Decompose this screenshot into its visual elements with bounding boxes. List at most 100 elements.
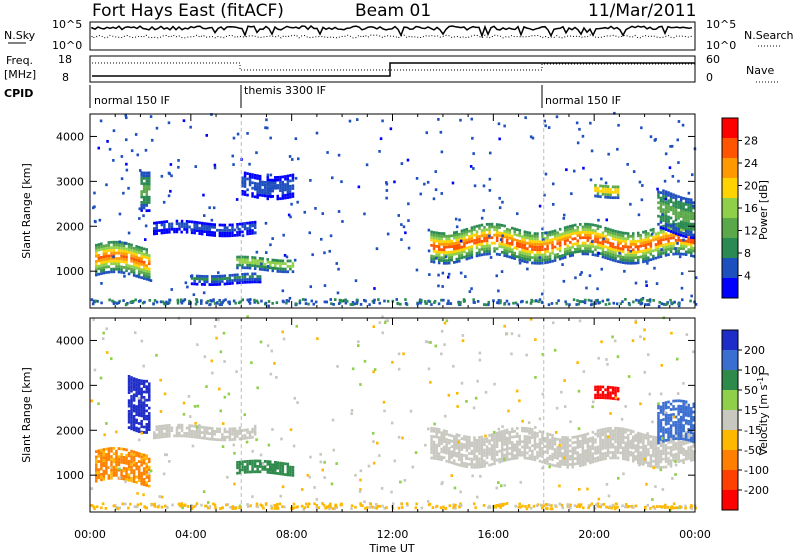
heatmap-cell xyxy=(657,412,660,415)
heatmap-cell xyxy=(112,300,115,304)
heatmap-cell xyxy=(533,458,537,462)
heatmap-cell xyxy=(646,432,649,435)
heatmap-cell xyxy=(153,227,156,230)
heatmap-cell xyxy=(137,405,141,409)
heatmap-cell xyxy=(511,234,514,238)
heatmap-cell xyxy=(541,392,545,396)
heatmap-cell xyxy=(478,441,481,445)
heatmap-cell xyxy=(152,302,155,306)
heatmap-cell xyxy=(110,249,113,252)
heatmap-cell xyxy=(142,271,146,275)
heatmap-cell xyxy=(586,446,590,449)
heatmap-cell xyxy=(584,449,587,453)
heatmap-cell xyxy=(596,434,600,438)
heatmap-cell xyxy=(498,449,501,453)
heatmap-cell xyxy=(350,507,353,510)
heatmap-cell xyxy=(328,249,332,253)
heatmap-cell xyxy=(621,441,625,444)
heatmap-cell xyxy=(115,257,118,260)
heatmap-cell xyxy=(672,413,675,416)
heatmap-cell xyxy=(203,275,206,278)
heatmap-cell xyxy=(682,218,685,222)
heatmap-cell xyxy=(571,441,575,445)
heatmap-cell xyxy=(173,434,176,438)
heatmap-cell xyxy=(480,242,484,246)
heatmap-cell xyxy=(232,163,235,166)
heatmap-cell xyxy=(533,234,537,238)
heatmap-cell xyxy=(248,266,252,270)
heatmap-cell xyxy=(586,247,590,250)
heatmap-cell xyxy=(596,192,600,196)
heatmap-cell xyxy=(243,465,247,469)
heatmap-cell xyxy=(687,219,690,223)
heatmap-cell xyxy=(632,441,635,444)
heatmap-cell xyxy=(261,257,264,261)
heatmap-cell xyxy=(135,464,138,468)
heatmap-cell xyxy=(684,432,688,436)
heatmap-cell xyxy=(692,424,696,427)
heatmap-cell xyxy=(248,175,252,179)
heatmap-cell xyxy=(117,249,121,252)
heatmap-cell xyxy=(265,118,268,122)
heatmap-cell xyxy=(599,195,602,199)
heatmap-cell xyxy=(674,229,678,233)
heatmap-cell xyxy=(548,457,552,461)
heatmap-cell xyxy=(614,440,617,444)
heatmap-cell xyxy=(564,300,567,304)
heatmap-cell xyxy=(626,256,630,260)
heatmap-cell xyxy=(130,414,133,417)
heatmap-cell xyxy=(651,498,654,501)
colorbar-swatch xyxy=(722,118,738,138)
heatmap-cell xyxy=(649,462,653,465)
heatmap-cell xyxy=(456,405,459,408)
heatmap-cell xyxy=(271,237,274,240)
heatmap-cell xyxy=(442,445,446,449)
heatmap-cell xyxy=(455,244,459,248)
heatmap-cell xyxy=(659,408,663,412)
heatmap-cell xyxy=(115,449,118,453)
heatmap-cell xyxy=(269,192,272,195)
heatmap-cell xyxy=(581,450,585,453)
heatmap-cell xyxy=(165,424,169,427)
heatmap-cell xyxy=(168,230,171,234)
heatmap-cell xyxy=(145,385,149,389)
heatmap-cell xyxy=(547,303,551,307)
heatmap-cell xyxy=(142,201,146,204)
heatmap-cell xyxy=(601,190,605,193)
heatmap-cell xyxy=(183,503,187,507)
heatmap-cell xyxy=(190,507,194,510)
heatmap-cell xyxy=(626,442,630,445)
heatmap-cell xyxy=(176,301,180,305)
heatmap-cell xyxy=(351,303,354,306)
heatmap-cell xyxy=(536,432,539,435)
heatmap-cell xyxy=(677,120,681,123)
heatmap-cell xyxy=(177,159,180,162)
heatmap-cell xyxy=(430,238,433,242)
heatmap-cell xyxy=(659,468,663,472)
heatmap-cell xyxy=(690,412,693,416)
heatmap-cell xyxy=(516,453,519,457)
heatmap-cell xyxy=(145,423,149,426)
heatmap-cell xyxy=(498,431,501,434)
heatmap-cell xyxy=(390,421,394,425)
heatmap-cell xyxy=(566,460,569,464)
heatmap-cell xyxy=(511,454,514,458)
heatmap-cell xyxy=(145,481,149,485)
heatmap-cell xyxy=(637,231,640,235)
heatmap-cell xyxy=(211,427,214,430)
heatmap-cell xyxy=(541,433,544,437)
heatmap-cell xyxy=(599,184,602,188)
heatmap-cell xyxy=(233,234,237,237)
heatmap-cell xyxy=(258,191,262,194)
heatmap-cell xyxy=(659,411,663,414)
heatmap-cell xyxy=(601,239,605,243)
heatmap-cell xyxy=(503,434,506,438)
heatmap-cell xyxy=(605,218,609,222)
heatmap-cell xyxy=(490,241,494,245)
heatmap-cell xyxy=(132,388,136,391)
heatmap-cell xyxy=(667,218,670,222)
heatmap-cell xyxy=(490,236,494,240)
heatmap-cell xyxy=(432,247,436,250)
heatmap-cell xyxy=(604,433,607,436)
heatmap-cell xyxy=(448,455,451,458)
